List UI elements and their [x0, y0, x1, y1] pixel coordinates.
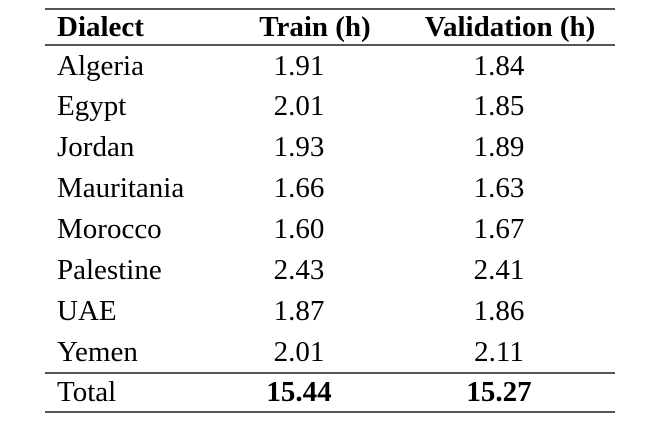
table-row: Yemen 2.01 2.11 [45, 332, 615, 373]
cell-validation-hours: 1.84 [473, 49, 525, 82]
cell-dialect: Yemen [57, 335, 138, 368]
cell-validation-hours: 1.86 [473, 295, 525, 327]
cell-train-hours: 1.87 [273, 295, 325, 327]
cell-train-hours: 1.66 [273, 172, 325, 204]
cell-train-hours: 2.01 [273, 90, 325, 122]
total-validation-hours: 15.27 [466, 376, 532, 408]
cell-train-hours: 1.60 [273, 213, 325, 245]
table-row: Algeria 1.91 1.84 [45, 45, 615, 86]
table-row: Egypt 2.01 1.85 [45, 86, 615, 127]
cell-validation-hours: 1.89 [473, 131, 525, 163]
cell-dialect: Jordan [57, 131, 135, 163]
cell-train-hours: 2.01 [273, 335, 325, 368]
cell-train-hours: 2.43 [273, 254, 325, 286]
header-cell-validation: Validation (h) [424, 10, 596, 43]
cell-validation-hours: 2.11 [474, 335, 524, 368]
table-row: Mauritania 1.66 1.63 [45, 168, 615, 209]
table-row: Morocco 1.60 1.67 [45, 209, 615, 250]
cell-dialect: UAE [57, 295, 117, 327]
total-row: Total 15.44 15.27 [45, 373, 615, 412]
cell-dialect: Egypt [57, 90, 127, 122]
cell-dialect: Palestine [57, 254, 162, 286]
cell-validation-hours: 1.63 [473, 172, 525, 204]
table-row: UAE 1.87 1.86 [45, 291, 615, 332]
table-body: Algeria 1.91 1.84 Egypt 2.01 1.85 Jordan… [45, 45, 615, 412]
header-cell-dialect: Dialect [57, 10, 144, 43]
total-train-hours: 15.44 [266, 376, 332, 408]
cell-train-hours: 1.93 [273, 131, 325, 163]
header-row: Dialect Train (h) Validation (h) [45, 9, 615, 45]
dialect-hours-table: Dialect Train (h) Validation (h) Algeria… [45, 8, 615, 413]
cell-dialect: Morocco [57, 213, 162, 245]
table-row: Jordan 1.93 1.89 [45, 127, 615, 168]
cell-validation-hours: 2.41 [473, 254, 525, 286]
cell-dialect: Algeria [57, 49, 144, 82]
cell-dialect: Mauritania [57, 172, 185, 204]
table-row: Palestine 2.43 2.41 [45, 250, 615, 291]
cell-validation-hours: 1.85 [473, 90, 525, 122]
table-header: Dialect Train (h) Validation (h) [45, 9, 615, 45]
header-cell-train: Train (h) [259, 10, 371, 43]
cell-validation-hours: 1.67 [473, 213, 525, 245]
total-label: Total [57, 376, 117, 408]
cell-train-hours: 1.91 [273, 49, 325, 82]
